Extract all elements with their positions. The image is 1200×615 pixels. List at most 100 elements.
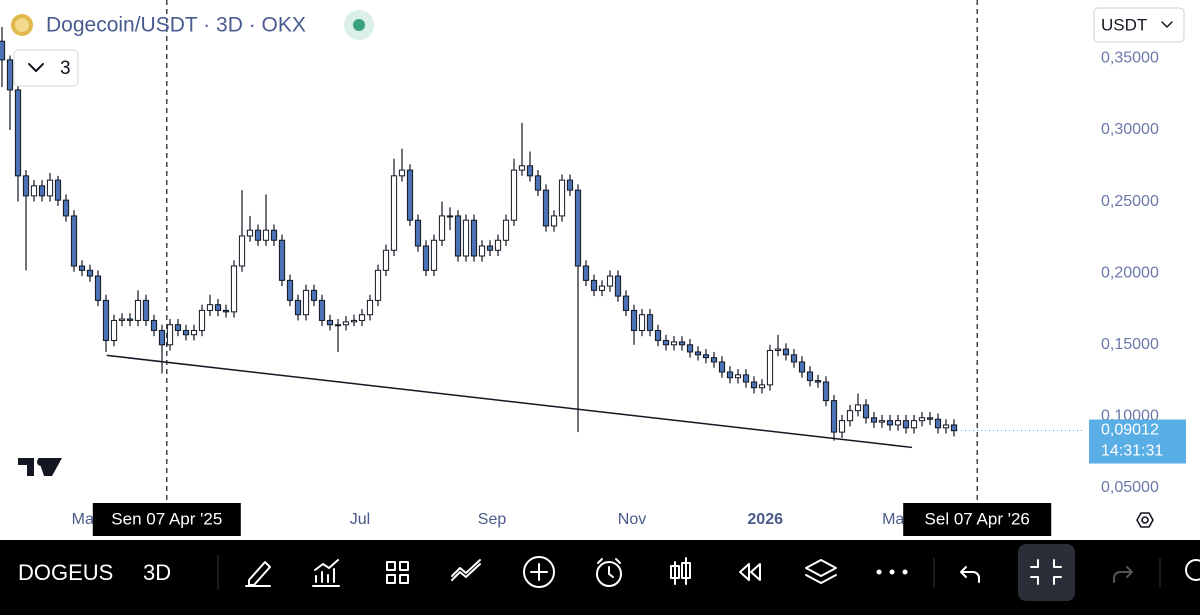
candle-body <box>22 175 30 197</box>
last-price-label: 0,09012 <box>1101 422 1159 439</box>
candle-body <box>662 339 670 346</box>
settings-icon <box>1141 516 1149 524</box>
candle-body <box>918 417 926 422</box>
candle-body <box>902 420 910 429</box>
y-tick-label: 0,35000 <box>1101 50 1159 67</box>
candle-body <box>254 229 262 241</box>
candle-body <box>406 169 414 221</box>
candle-body <box>542 189 550 227</box>
candle-body <box>526 165 534 177</box>
candle-body <box>694 351 702 356</box>
candle-body <box>422 245 430 271</box>
x-tick-label: Sep <box>478 511 507 528</box>
candle-body <box>926 417 934 420</box>
candle-body <box>142 299 150 321</box>
chevron <box>1161 21 1173 28</box>
status-dot <box>353 19 365 31</box>
candle-body <box>742 374 750 383</box>
candle-body <box>462 219 470 257</box>
x-tick-label: Ma <box>882 511 904 528</box>
alert-tool[interactable] <box>596 561 622 587</box>
candle-body <box>654 329 662 341</box>
replay-tool[interactable] <box>739 563 761 581</box>
candle-body <box>126 318 134 321</box>
candle-body <box>310 289 318 301</box>
candle-body <box>374 269 382 301</box>
candle-body <box>638 314 646 331</box>
countdown-label: 14:31:31 <box>1101 443 1163 460</box>
currency-label: USDT <box>1101 15 1147 34</box>
last-price-box <box>1089 419 1186 464</box>
candle-body <box>718 361 726 373</box>
x-tick-label: Nov <box>618 511 646 528</box>
candle-body <box>350 319 358 323</box>
candle-body <box>950 424 958 432</box>
candle-body <box>502 219 510 241</box>
indicator-toggle[interactable] <box>13 49 79 87</box>
candle-body <box>230 265 238 313</box>
candle-body <box>166 324 174 346</box>
chart-background <box>0 0 1200 540</box>
add-icon <box>530 563 548 581</box>
candle-body <box>118 318 126 321</box>
candle-body <box>534 175 542 191</box>
candle-body <box>94 275 102 301</box>
candle-body <box>942 424 950 429</box>
candle-body <box>214 304 222 311</box>
candle-body <box>430 239 438 271</box>
tv-logo <box>18 458 62 476</box>
chevron <box>28 63 44 72</box>
candle-body <box>934 418 942 429</box>
candle-body <box>598 285 606 291</box>
candle-body <box>78 265 86 271</box>
candle-body <box>622 295 630 311</box>
candle-body <box>478 245 486 257</box>
undo-button[interactable] <box>960 566 980 583</box>
candle-body <box>486 245 494 251</box>
layout-tool[interactable] <box>386 561 409 584</box>
toolbar <box>0 540 1200 615</box>
layers-tool[interactable] <box>805 559 837 584</box>
indicators-tool[interactable] <box>312 559 340 587</box>
candle-body <box>302 289 310 316</box>
x-tick-label: Ma <box>72 511 94 528</box>
add-button[interactable] <box>523 556 555 588</box>
compare-tool[interactable] <box>451 559 481 581</box>
candle-body <box>734 374 742 379</box>
candle-body <box>782 348 790 356</box>
alert-icon <box>597 558 621 578</box>
candle-body <box>326 319 334 326</box>
draw-tool[interactable] <box>245 561 271 587</box>
candle-body <box>790 354 798 363</box>
crosshair-label: Sen 07 Apr '25 <box>111 509 222 528</box>
chart-type-tool[interactable] <box>670 557 691 585</box>
coin-icon-inner <box>15 18 29 32</box>
candle-body <box>70 215 78 267</box>
fullscreen-button[interactable] <box>1018 544 1075 601</box>
candle-body <box>846 410 854 422</box>
candle-body <box>910 420 918 429</box>
candle-body <box>886 420 894 426</box>
currency-select[interactable] <box>1093 7 1185 43</box>
candle-body <box>238 235 246 267</box>
toolbar-interval[interactable]: 3D <box>143 560 171 585</box>
collapse-icon <box>1030 559 1062 585</box>
candle-body <box>470 219 478 257</box>
candle-body <box>358 314 366 321</box>
candle-body <box>14 89 22 177</box>
symbol-title: Dogecoin/USDT · 3D · OKX <box>46 14 306 37</box>
candle-body <box>774 348 782 352</box>
y-tick-label: 0,25000 <box>1101 193 1159 210</box>
candle-body <box>414 219 422 247</box>
candle-body <box>382 249 390 271</box>
toolbar-symbol[interactable]: DOGEUS <box>18 560 113 585</box>
settings-button[interactable] <box>1136 512 1154 528</box>
edge-icon[interactable] <box>1185 559 1200 581</box>
candle-body <box>110 319 118 341</box>
candle-body <box>726 371 734 379</box>
candle-body <box>390 175 398 251</box>
candle-body <box>62 199 70 217</box>
candle-body <box>150 319 158 331</box>
redo-button[interactable] <box>1113 566 1133 583</box>
candle-body <box>550 215 558 227</box>
